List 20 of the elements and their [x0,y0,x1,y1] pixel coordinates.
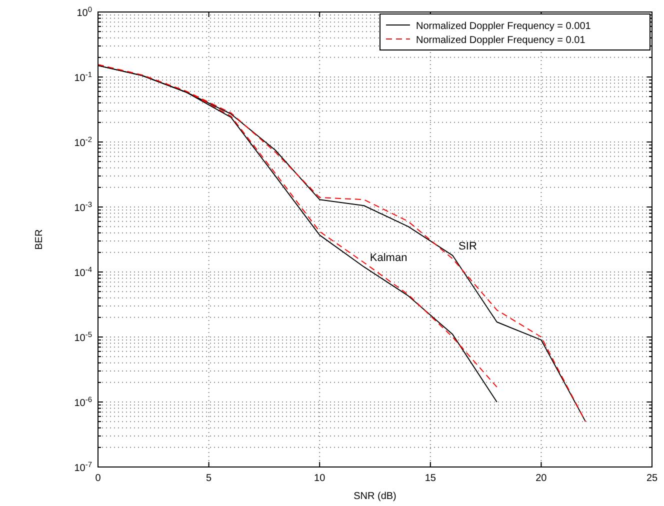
x-axis-title: SNR (dB) [354,491,396,502]
annotation: Kalman [370,252,408,264]
y-axis-title: BER [34,229,45,250]
x-tick-label: 0 [95,473,102,484]
y-tick-label: 10$^{-6}$ [74,394,92,409]
y-tick-label: 10$^{-4}$ [74,264,92,279]
legend-label: Normalized Doppler Frequency = 0.001 [416,21,592,32]
x-tick-label: 25 [646,473,658,484]
annotation: SIR [458,240,477,252]
x-tick-label: 5 [206,473,212,484]
x-tick-label: 20 [536,473,548,484]
y-tick-label: 10$^{-7}$ [74,460,92,474]
y-tick-label: 10$^{-3}$ [74,200,92,214]
y-tick-label: 10$^{-1}$ [74,70,92,84]
y-tick-label: 10$^{0}$ [76,4,92,19]
x-tick-label: 15 [424,473,436,484]
legend-label: Normalized Doppler Frequency = 0.01 [416,35,586,46]
x-tick-label: 10 [314,473,326,484]
y-tick-label: 10$^{-5}$ [74,330,92,344]
y-tick-label: 10$^{-2}$ [74,134,92,149]
